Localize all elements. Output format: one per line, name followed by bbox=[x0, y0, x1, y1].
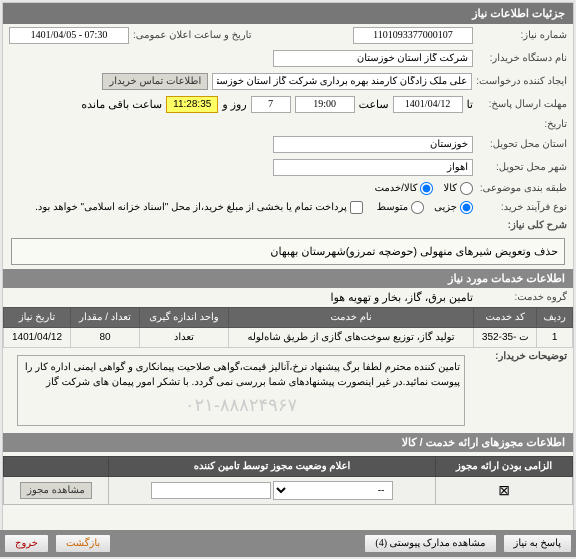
table-row: 1ت -35-352تولید گاز، توزیع سوخت‌های گازی… bbox=[4, 328, 573, 348]
need-no-label: شماره نیاز: bbox=[477, 30, 567, 41]
attachments-button[interactable]: مشاهده مدارک پیوستی (4) bbox=[364, 534, 496, 553]
requester-label: ایجاد کننده درخواست: bbox=[476, 76, 567, 87]
deadline-time bbox=[295, 96, 355, 113]
buyer-input bbox=[273, 50, 473, 67]
date-label2: تاریخ: bbox=[477, 119, 567, 130]
city-input bbox=[273, 159, 473, 176]
back-button[interactable]: بازگشت bbox=[55, 534, 111, 553]
deadline-label: مهلت ارسال پاسخ: bbox=[477, 99, 567, 110]
auth-col-1: اعلام وضعیت مجوز توسط تامین کننده bbox=[108, 457, 435, 477]
countdown: 11:28:35 bbox=[166, 96, 218, 113]
buyer-notes-label: توضیحات خریدار: bbox=[477, 351, 567, 362]
need-no-input bbox=[353, 27, 473, 44]
announce-label: تاریخ و ساعت اعلان عمومی: bbox=[133, 30, 252, 41]
need-description: حذف وتعویض شیرهای منهولی (حوضچه تمرزو)شه… bbox=[11, 238, 565, 265]
page-title: جزئیات اطلاعات نیاز bbox=[3, 3, 573, 24]
required-mark-icon: ⊠ bbox=[498, 482, 510, 498]
buyer-notes-text: تامین کننده محترم لطفا برگ پیشنهاد نرخ،آ… bbox=[17, 355, 465, 426]
days-remaining bbox=[251, 96, 291, 113]
auth-header: اطلاعات مجوزهای ارائه خدمت / کالا bbox=[3, 433, 573, 452]
desc-label: شرح کلی نیاز: bbox=[477, 220, 567, 231]
requester-input bbox=[212, 73, 472, 90]
auth-status-input[interactable] bbox=[151, 482, 271, 499]
days-label: روز و bbox=[222, 98, 246, 111]
respond-button[interactable]: پاسخ به نیاز bbox=[503, 534, 573, 553]
auth-col-0: الزامی بودن ارائه مجوز bbox=[436, 457, 573, 477]
need-type-label: نوع فرآیند خرید: bbox=[477, 202, 567, 213]
type-low-radio[interactable]: جزیی bbox=[434, 201, 473, 214]
province-input bbox=[273, 136, 473, 153]
phone-watermark: ۰۲۱-۸۸۸۲۴۹۶۷ bbox=[22, 390, 460, 421]
deadline-date bbox=[393, 96, 463, 113]
category-label: طبقه بندی موضوعی: bbox=[477, 183, 567, 194]
svc-col: ردیف bbox=[537, 308, 573, 328]
auth-status-select[interactable]: -- bbox=[273, 481, 393, 500]
bottom-toolbar: پاسخ به نیاز مشاهده مدارک پیوستی (4) باز… bbox=[0, 530, 576, 557]
cat-service-radio[interactable]: کالا/خدمت bbox=[375, 182, 434, 195]
svc-col: واحد اندازه گیری bbox=[139, 308, 228, 328]
services-table: ردیفکد خدمتنام خدمتواحد اندازه گیریتعداد… bbox=[3, 307, 573, 348]
time-label: ساعت bbox=[359, 98, 389, 111]
services-header: اطلاعات خدمات مورد نیاز bbox=[3, 269, 573, 288]
buyer-label: نام دستگاه خریدار: bbox=[477, 53, 567, 64]
province-label: استان محل تحویل: bbox=[477, 139, 567, 150]
svc-col: نام خدمت bbox=[228, 308, 473, 328]
svc-col: کد خدمت bbox=[474, 308, 537, 328]
view-auth-button[interactable]: مشاهده مجوز bbox=[20, 482, 92, 499]
service-group-value: تامین برق، گاز، بخار و تهویه هوا bbox=[331, 291, 473, 304]
type-mid-radio[interactable]: متوسط bbox=[377, 201, 424, 214]
city-label: شهر محل تحویل: bbox=[477, 162, 567, 173]
cat-kala-radio[interactable]: کالا bbox=[443, 182, 473, 195]
contact-buyer-button[interactable]: اطلاعات تماس خریدار bbox=[102, 73, 208, 90]
remaining-label: ساعت باقی مانده bbox=[81, 98, 162, 111]
payment-checkbox[interactable]: پرداخت تمام یا بخشی از مبلغ خرید،از محل … bbox=[35, 201, 363, 214]
svc-col: تاریخ نیاز bbox=[4, 308, 71, 328]
auth-col-2 bbox=[4, 457, 109, 477]
service-group-label: گروه خدمت: bbox=[477, 292, 567, 303]
announce-input bbox=[9, 27, 129, 44]
deadline-prefix: تا bbox=[467, 98, 473, 111]
exit-button[interactable]: خروج bbox=[4, 534, 49, 553]
auth-table: الزامی بودن ارائه مجوز اعلام وضعیت مجوز … bbox=[3, 456, 573, 505]
svc-col: تعداد / مقدار bbox=[71, 308, 140, 328]
